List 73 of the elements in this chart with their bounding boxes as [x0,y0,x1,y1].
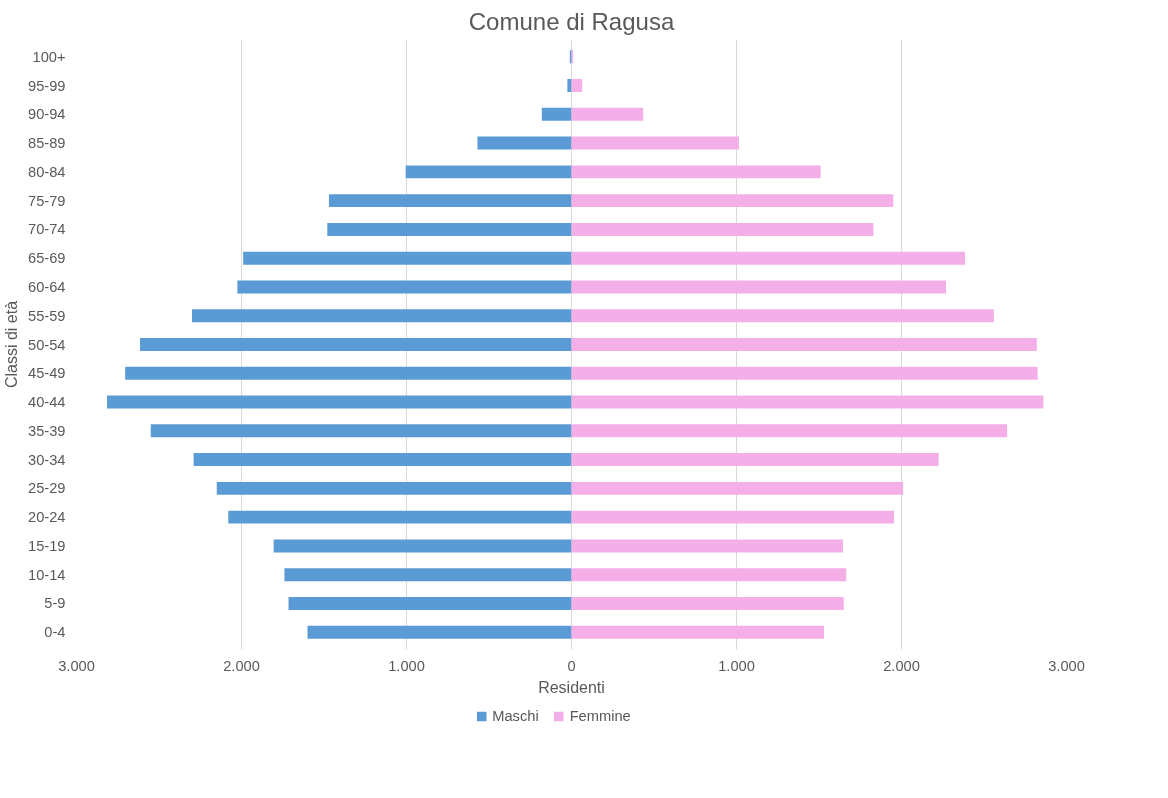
bar [140,338,572,351]
bar [571,481,904,495]
y-axis-title: Classi di età [3,300,21,389]
y-tick-label: 80-84 [28,163,66,180]
y-tick-label: 75-79 [28,192,66,209]
x-tick-label: 3.000 [58,657,95,674]
bar [216,481,572,495]
y-tick-label: 0-4 [44,624,66,641]
y-tick-label: 10-14 [28,566,66,583]
bar [541,107,572,121]
bar [571,165,821,179]
y-tick-label: 40-44 [28,394,66,411]
x-tick-label: 2.000 [883,657,920,674]
bar [327,222,572,236]
x-tick-label: 0 [567,657,576,674]
bar [571,222,874,236]
bar [125,366,572,380]
bar [193,453,572,467]
x-tick-label: 2.000 [223,657,260,674]
bar [571,251,966,265]
bar [571,424,1008,438]
y-tick-label: 65-69 [28,250,66,267]
y-tick-label: 45-49 [28,365,66,382]
bar [567,79,572,93]
bar [107,395,572,409]
bar [571,107,644,121]
y-tick-label: 85-89 [28,135,66,152]
bar [571,338,1037,351]
bar [571,366,1038,380]
y-tick-label: 90-94 [28,106,66,123]
x-tick-label: 3.000 [1048,657,1085,674]
bar [571,625,824,639]
bar [273,539,572,553]
y-tick-label: 95-99 [28,77,66,94]
y-tick-label: 50-54 [28,336,66,353]
bar [243,251,572,265]
bar [571,194,894,208]
bar [571,453,939,467]
bar [571,568,847,582]
bar [228,510,572,524]
y-tick-label: 15-19 [28,537,66,554]
y-tick-label: 100+ [32,48,66,65]
legend-label: Femmine [569,708,631,724]
bar [477,136,572,150]
y-tick-label: 5-9 [44,595,66,612]
bar [284,568,572,582]
y-tick-label: 35-39 [28,422,66,439]
bar [192,309,572,323]
bar [571,280,947,294]
legend-label: Maschi [492,708,539,724]
bar [571,136,739,150]
bar [571,596,844,610]
bar [150,424,572,438]
bar [571,539,843,553]
y-tick-label: 25-29 [28,480,66,497]
bar [571,395,1044,409]
y-tick-label: 60-64 [28,278,66,295]
bar [405,165,572,179]
bar [571,510,895,524]
y-tick-label: 55-59 [28,307,66,324]
bar [571,79,583,93]
bar [288,596,572,610]
bar [237,280,572,294]
bar [307,625,572,639]
chart-title: Comune di Ragusa [468,7,675,35]
y-tick-label: 30-34 [28,451,66,468]
y-tick-label: 20-24 [28,509,66,526]
x-axis-title: Residenti [538,678,605,696]
bar [328,194,572,208]
x-tick-label: 1.000 [718,657,755,674]
x-tick-label: 1.000 [388,657,425,674]
bar [571,309,994,323]
y-tick-label: 70-74 [28,221,66,238]
